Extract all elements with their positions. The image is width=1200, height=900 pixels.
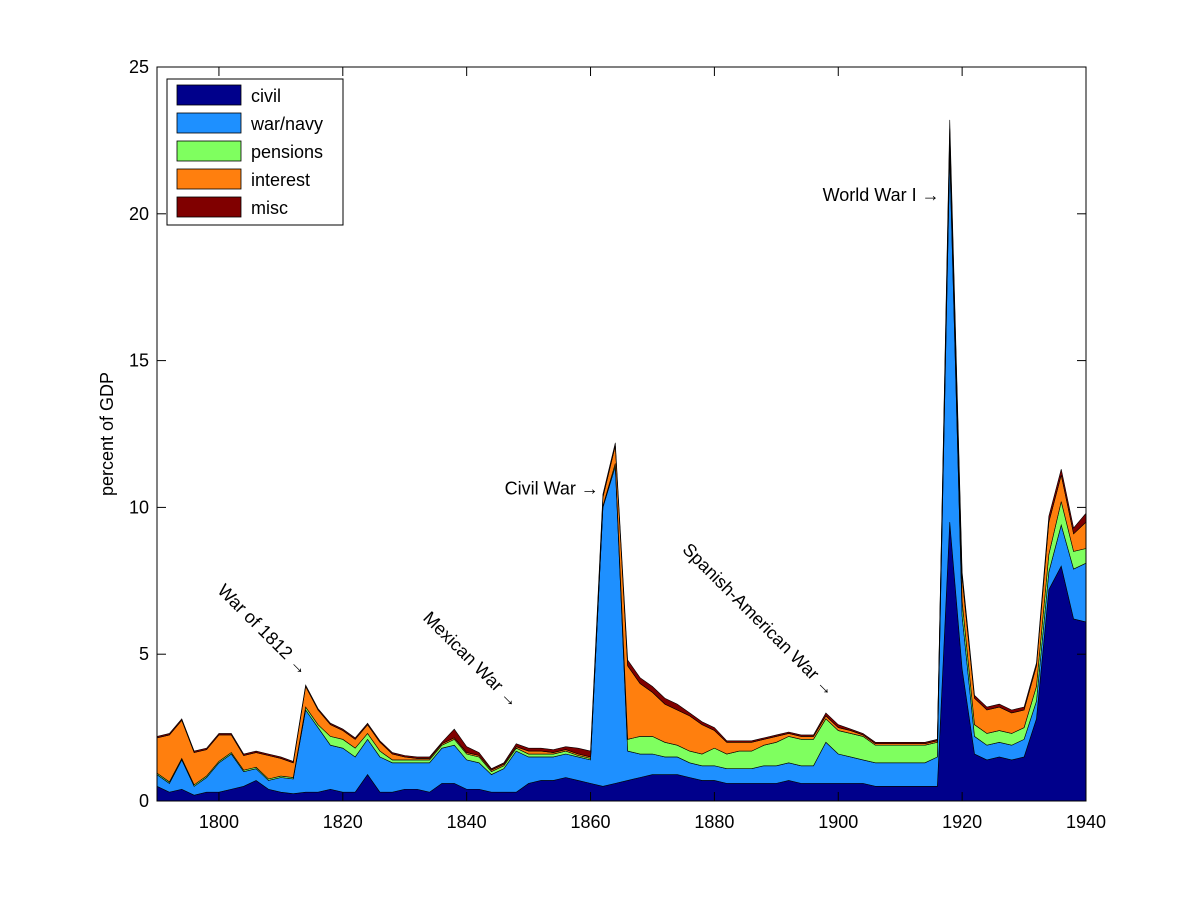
- y-tick-label: 5: [139, 644, 149, 664]
- x-tick-label: 1900: [818, 812, 858, 832]
- x-tick-label: 1940: [1066, 812, 1106, 832]
- x-tick-label: 1920: [942, 812, 982, 832]
- x-tick-label: 1840: [447, 812, 487, 832]
- annotation-label: World War I →: [823, 185, 940, 205]
- legend-label-interest: interest: [251, 170, 310, 190]
- legend-swatch-civil: [176, 84, 242, 106]
- legend-label-civil: civil: [251, 86, 281, 106]
- x-tick-label: 1880: [694, 812, 734, 832]
- x-tick-label: 1800: [199, 812, 239, 832]
- axes: 1800 1820 1840 1860 1880 1900 1920 1940 0 5 10 15 20…: [97, 57, 1106, 832]
- y-axis-title: percent of GDP: [97, 372, 117, 496]
- y-tick-label: 25: [129, 57, 149, 77]
- x-tick-label: 1820: [323, 812, 363, 832]
- area-misc: [157, 119, 1086, 771]
- legend-label-pensions: pensions: [251, 142, 323, 162]
- legend-label-war-navy: war/navy: [250, 114, 323, 134]
- legend: civil war/navy pensions interest misc: [166, 78, 344, 226]
- legend-swatch-misc: [176, 196, 242, 218]
- x-tick-label: 1860: [571, 812, 611, 832]
- legend-swatch-war-navy: [176, 112, 242, 134]
- legend-label-misc: misc: [251, 198, 288, 218]
- legend-swatch-interest: [176, 168, 242, 190]
- annotation-label: Civil War →: [505, 479, 599, 499]
- axes-box: [156, 66, 1087, 802]
- plot-area: [157, 119, 1086, 801]
- y-tick-label: 10: [129, 497, 149, 517]
- y-tick-label: 0: [139, 791, 149, 811]
- legend-swatch-pensions: [176, 140, 242, 162]
- y-tick-label: 15: [129, 351, 149, 371]
- y-tick-label: 20: [129, 204, 149, 224]
